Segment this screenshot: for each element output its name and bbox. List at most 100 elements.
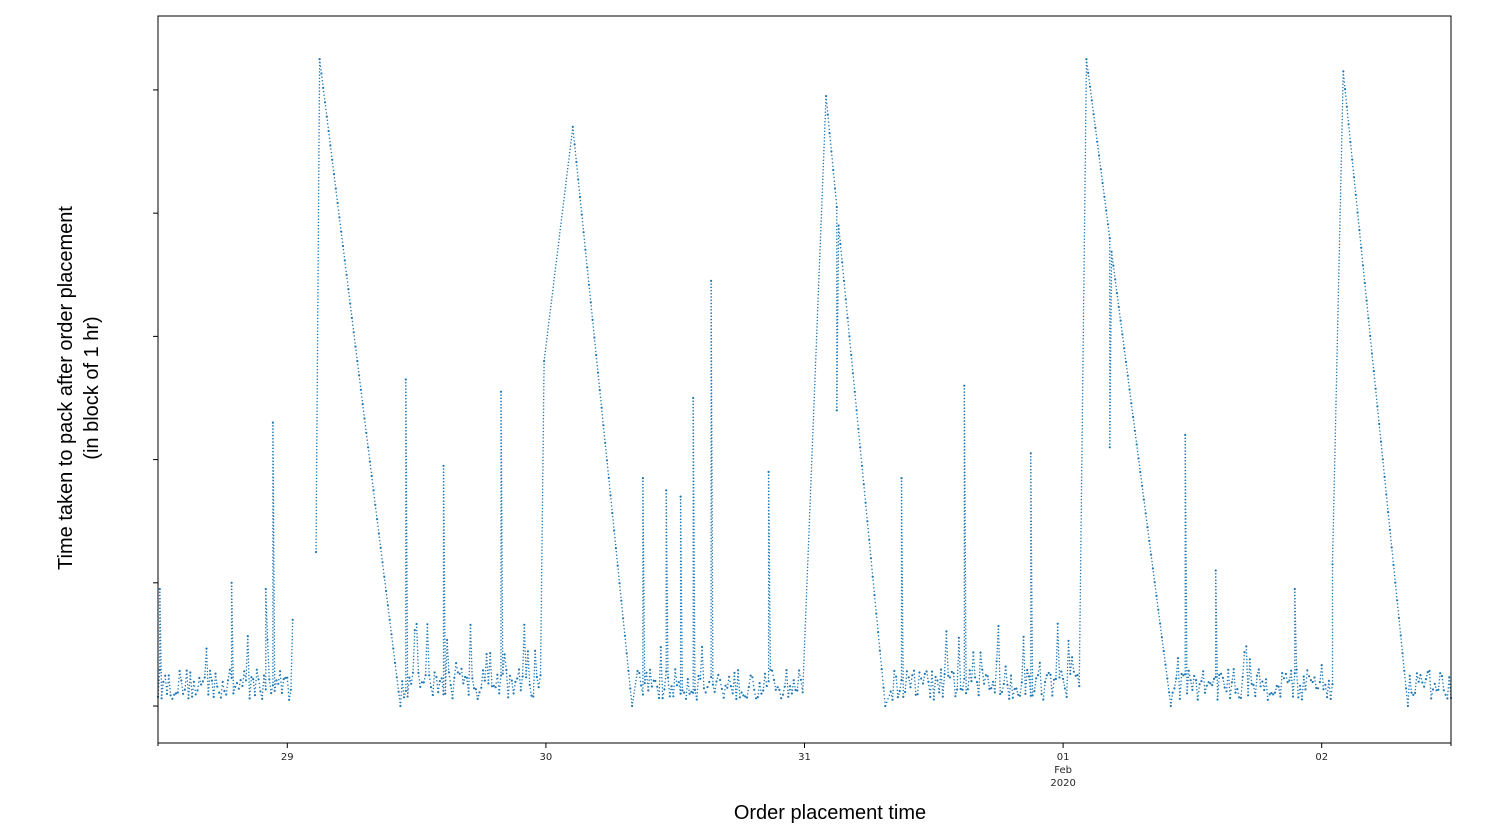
series-line-dot (787, 689, 789, 691)
series-line-dot (565, 177, 568, 179)
series-line-dot (710, 650, 712, 653)
series-line-dot (588, 287, 591, 290)
series-line-dot (793, 682, 796, 685)
data-point (235, 682, 239, 685)
series-line-dot (316, 397, 318, 400)
series-line-dot (844, 291, 846, 293)
series-line-dot (712, 677, 714, 679)
series-line-dot (768, 497, 770, 499)
series-line-dot (533, 682, 535, 685)
series-line-dot (692, 413, 695, 415)
series-line-dot (406, 666, 409, 669)
series-line-dot (588, 291, 591, 293)
series-line-dot (184, 681, 187, 683)
series-line-dot (161, 687, 164, 690)
data-point (702, 687, 706, 690)
series-line-dot (1079, 621, 1081, 623)
series-line-dot (426, 626, 429, 629)
series-line-dot (587, 280, 590, 283)
series-line-dot (316, 439, 318, 441)
data-point (844, 298, 847, 301)
series-line-dot (444, 631, 446, 634)
series-line-dot (904, 684, 907, 686)
series-line-dot (315, 468, 318, 470)
series-line-dot (712, 655, 714, 657)
data-point (404, 689, 407, 693)
series-line-dot (711, 510, 713, 513)
series-line-dot (603, 431, 605, 434)
series-line-dot (500, 410, 502, 412)
series-line-dot (265, 669, 267, 671)
series-line-dot (642, 645, 644, 647)
data-point (728, 675, 731, 678)
series-line-dot (1081, 405, 1084, 408)
series-line-dot (837, 237, 840, 240)
data-point (1036, 674, 1040, 677)
series-line-dot (680, 537, 682, 540)
data-point (525, 676, 528, 679)
series-line-dot (963, 432, 966, 435)
series-line-dot (658, 683, 661, 686)
series-line-dot (222, 685, 225, 688)
series-line-dot (1069, 669, 1072, 672)
series-line-dot (964, 602, 967, 605)
series-line-dot (231, 647, 234, 649)
series-line-dot (692, 490, 695, 492)
series-line-dot (317, 311, 319, 313)
series-line-dot (272, 668, 274, 671)
series-line-dot (711, 456, 713, 458)
series-line-dot (692, 631, 694, 633)
series-line-dot (821, 201, 823, 203)
series-line-dot (642, 687, 644, 689)
series-line-dot (273, 596, 275, 598)
series-line-dot (642, 560, 645, 563)
series-line-dot (711, 645, 714, 647)
series-line-dot (836, 257, 838, 260)
data-point (711, 683, 715, 686)
series-line-dot (468, 674, 470, 676)
series-line-dot (710, 398, 713, 401)
series-line-dot (1030, 478, 1032, 480)
data-point (437, 691, 440, 694)
series-line-dot (879, 657, 882, 659)
data-point (183, 688, 186, 691)
series-line-dot (822, 175, 824, 177)
series-line-dot (273, 593, 275, 595)
series-line-dot (204, 667, 207, 669)
series-line-dot (359, 381, 361, 384)
series-line-dot (318, 135, 320, 137)
data-point (990, 687, 993, 690)
series-line-dot (693, 519, 695, 521)
series-line-dot (1079, 598, 1082, 600)
series-line-dot (900, 486, 903, 489)
series-line-dot (265, 608, 268, 610)
series-line-dot (642, 563, 645, 566)
series-line-dot (837, 247, 840, 249)
series-line-dot (443, 558, 446, 560)
series-line-dot (427, 657, 430, 660)
series-line-dot (836, 267, 838, 270)
series-line-dot (501, 560, 503, 563)
data-point (514, 680, 517, 684)
series-line-dot (315, 509, 318, 512)
series-line-dot (803, 659, 805, 661)
series-line-dot (470, 657, 473, 660)
series-line-dot (813, 390, 816, 392)
series-line-dot (837, 299, 839, 301)
series-line-dot (643, 595, 645, 598)
series-line-dot (273, 670, 276, 673)
series-line-dot (693, 612, 696, 614)
series-line-dot (660, 659, 663, 662)
series-line-dot (964, 477, 966, 480)
series-line-dot (622, 614, 624, 616)
series-line-dot (870, 564, 873, 567)
series-line-dot (662, 692, 665, 695)
series-line-dot (533, 679, 535, 681)
series-line-dot (444, 619, 446, 621)
series-line-dot (445, 676, 447, 678)
series-line-dot (461, 675, 464, 677)
series-line-dot (998, 660, 1001, 663)
series-line-dot (693, 509, 695, 512)
series-line-dot (543, 357, 546, 359)
series-line-dot (1080, 521, 1082, 523)
